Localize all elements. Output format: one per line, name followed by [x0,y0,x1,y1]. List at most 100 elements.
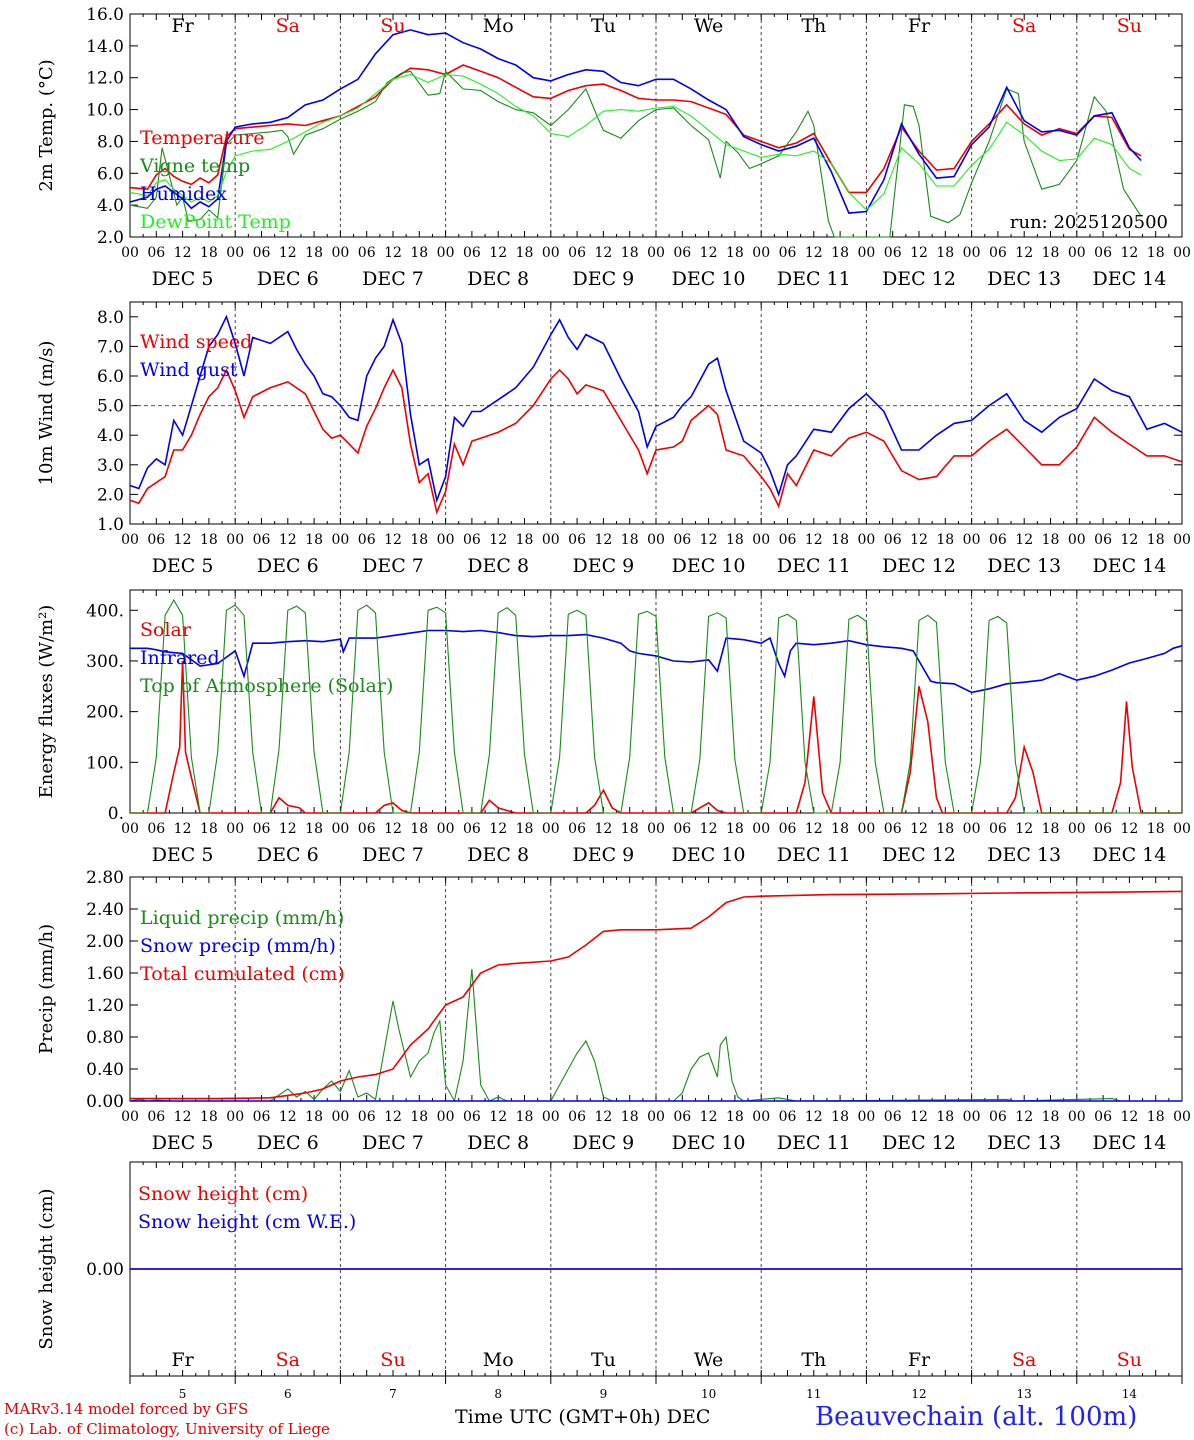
y-tick-label: 12.0 [86,69,124,89]
y-tick-label: 1.60 [86,964,124,984]
hour-label: 18 [726,821,744,837]
y-tick-label: 300. [86,652,124,672]
y-tick-label: 4.0 [97,426,124,446]
hour-label: 06 [989,532,1007,548]
hour-label: 12 [700,532,718,548]
hour-label: 00 [226,821,244,837]
y-axis-label: Precip (mm/h) [36,924,57,1054]
hour-label: 00 [1173,821,1191,837]
date-label: DEC 10 [672,555,746,577]
hour-label: 06 [779,1109,797,1125]
hour-label: 18 [621,1109,639,1125]
weekday-label: Th [801,1349,826,1371]
hour-label: 00 [963,245,981,261]
hour-label: 06 [568,1109,586,1125]
series-line-temperature [129,64,1142,194]
date-label: DEC 12 [882,1132,956,1154]
hour-label: 18 [726,245,744,261]
hour-label: 00 [647,821,665,837]
day-number-label: 14 [1122,1387,1138,1401]
series-line-dewpoint-temp [129,73,1142,211]
hour-label: 18 [621,532,639,548]
hour-label: 12 [1120,532,1138,548]
hour-label: 06 [1094,245,1112,261]
hour-label: 12 [384,532,402,548]
hour-label: 06 [147,532,165,548]
hour-label: 12 [1120,821,1138,837]
hour-label: 00 [752,245,770,261]
date-label: DEC 8 [467,268,529,290]
date-label: DEC 12 [882,555,956,577]
hour-label: 12 [1120,245,1138,261]
hour-label: 06 [463,1109,481,1125]
hour-label: 12 [1015,821,1033,837]
hour-label: 00 [963,532,981,548]
hour-label: 18 [936,245,954,261]
y-tick-label: 6.0 [97,164,124,184]
hour-label: 12 [489,821,507,837]
hour-label: 12 [594,1109,612,1125]
hour-label: 00 [542,245,560,261]
y-tick-label: 0.00 [86,1092,124,1112]
hour-label: 12 [700,821,718,837]
hour-label: 18 [831,532,849,548]
legend-entry: Vigne temp [139,155,250,177]
hour-label: 06 [884,1109,902,1125]
hour-label: 18 [1042,245,1060,261]
hour-label: 06 [147,1109,165,1125]
hour-label: 00 [542,532,560,548]
weekday-label: Th [801,15,826,37]
hour-label: 18 [305,245,323,261]
hour-label: 06 [673,245,691,261]
series-line-liquid-precip-mm-h- [129,968,1182,1103]
hour-label: 06 [147,245,165,261]
hour-label: 18 [200,532,218,548]
y-tick-label: 100. [86,753,124,773]
weekday-label: Fr [908,1349,931,1371]
hour-label: 18 [305,821,323,837]
date-label: DEC 13 [987,268,1061,290]
hour-label: 00 [226,245,244,261]
hour-label: 00 [121,821,139,837]
date-label: DEC 10 [672,1132,746,1154]
hour-label: 00 [437,245,455,261]
hour-label: 18 [831,1109,849,1125]
hour-label: 00 [1068,532,1086,548]
hour-label: 06 [358,532,376,548]
date-label: DEC 11 [777,268,851,290]
y-tick-label: 16.0 [86,5,124,25]
hour-label: 00 [1068,821,1086,837]
legend-entry: Snow height (cm W.E.) [138,1211,356,1233]
hour-label: 00 [752,532,770,548]
hour-label: 12 [594,532,612,548]
model-credit: MARv3.14 model forced by GFS [4,1400,249,1418]
hour-label: 12 [384,1109,402,1125]
hour-label: 12 [174,532,192,548]
y-axis-label: Snow height (cm) [36,1188,57,1349]
hour-label: 06 [253,821,271,837]
day-number-label: 13 [1017,1387,1032,1401]
hour-label: 18 [621,821,639,837]
hour-label: 06 [358,1109,376,1125]
series-line-wind-speed [129,368,1183,515]
hour-label: 18 [305,1109,323,1125]
date-label: DEC 11 [777,844,851,866]
hour-label: 12 [1120,1109,1138,1125]
hour-label: 18 [516,245,534,261]
hour-label: 12 [174,1109,192,1125]
hour-label: 12 [594,821,612,837]
date-label: DEC 12 [882,844,956,866]
hour-label: 18 [200,821,218,837]
series-line-total-cumulated-cm- [130,890,1183,1100]
hour-label: 18 [516,821,534,837]
date-label: DEC 14 [1092,555,1166,577]
hour-label: 12 [910,245,928,261]
y-tick-label: 2.0 [97,228,124,248]
legend-entry: Liquid precip (mm/h) [140,907,344,929]
hour-label: 00 [1173,532,1191,548]
hour-label: 18 [516,1109,534,1125]
legend-entry: Infrared [140,647,220,669]
hour-label: 06 [463,532,481,548]
hour-label: 18 [831,821,849,837]
date-label: DEC 7 [362,268,424,290]
